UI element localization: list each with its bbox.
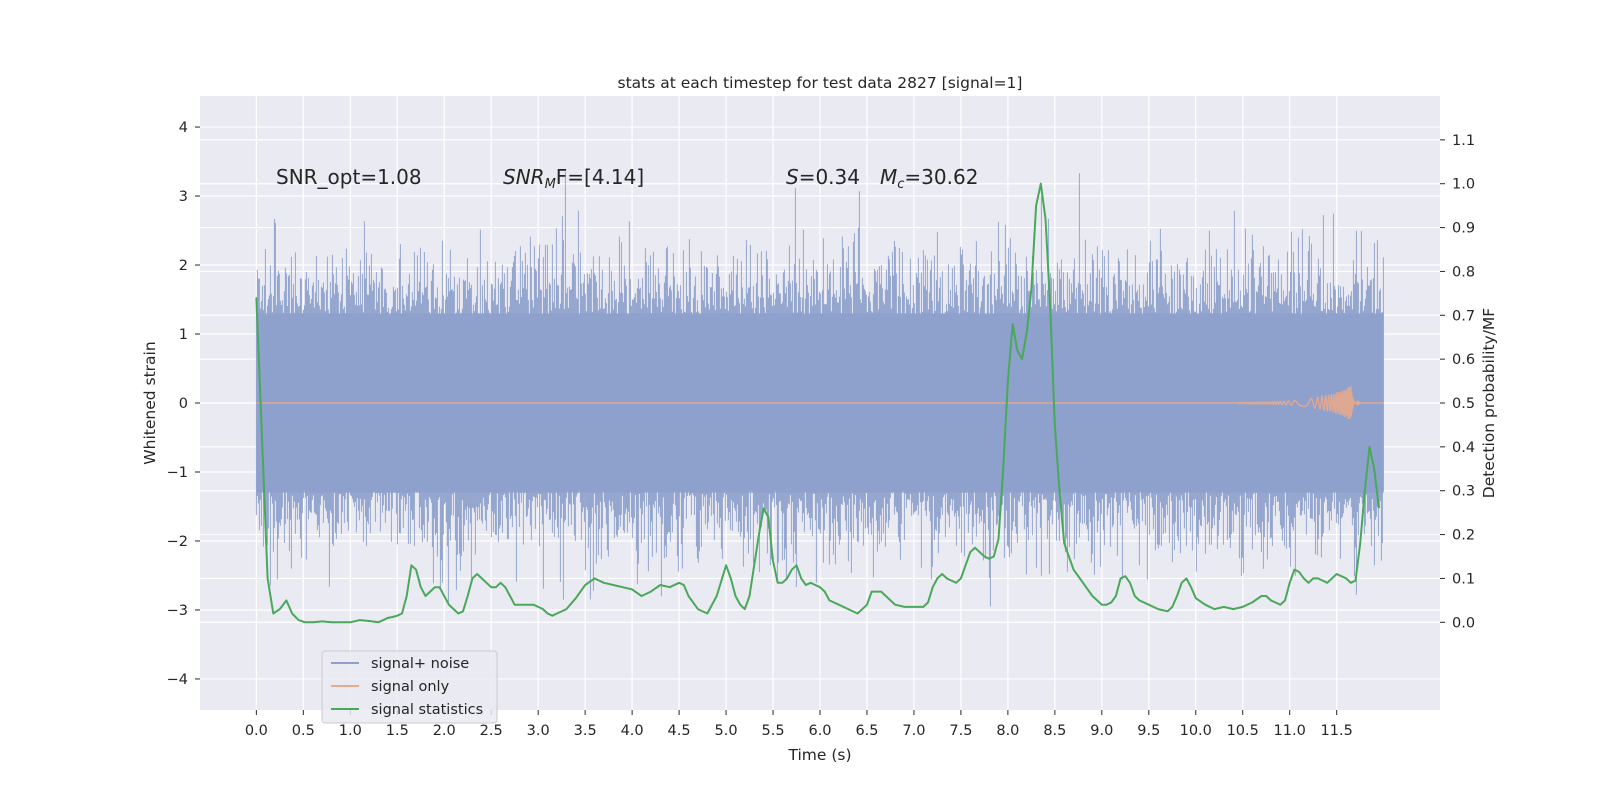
y-right-tick-label: 0.5 <box>1452 396 1475 412</box>
legend: signal+ noise signal only signal statist… <box>321 650 498 724</box>
x-tick-label: 0.5 <box>292 723 315 739</box>
annotation-mc: Mc=30.62 <box>880 165 978 192</box>
x-tick-label: 8.5 <box>1043 723 1066 739</box>
x-tick-label: 11.0 <box>1274 723 1306 739</box>
y-left-tick-label: 0 <box>179 396 188 412</box>
annotation-mc-sub: c <box>897 177 904 192</box>
legend-label-signal-only: signal only <box>371 679 450 695</box>
y-right-tick-label: 0.0 <box>1452 615 1475 631</box>
signal-only-line <box>256 384 1384 419</box>
y-left-tick-label: 4 <box>179 120 188 136</box>
y-left-tick-label: −4 <box>167 672 188 688</box>
y-left-tick-label: 2 <box>179 258 188 274</box>
x-tick-label: 1.0 <box>339 723 362 739</box>
annotation-snr-mf-main: SNR <box>503 165 545 189</box>
annotation-s: S=0.34 <box>786 165 860 189</box>
annotation-snr-mf: SNRMF=[4.14] <box>503 165 644 192</box>
x-tick-label: 5.5 <box>761 723 784 739</box>
y-right-tick-label: 0.2 <box>1452 528 1475 544</box>
x-axis-label: Time (s) <box>787 746 851 764</box>
y-axis-label-right: Detection probability/MF <box>1480 308 1498 499</box>
x-tick-label: 5.0 <box>715 723 738 739</box>
x-tick-label: 6.0 <box>808 723 831 739</box>
x-tick-label: 7.0 <box>902 723 925 739</box>
x-tick-label: 10.5 <box>1227 723 1259 739</box>
y-right-tick-label: 0.8 <box>1452 264 1475 280</box>
legend-label-signal-statistics: signal statistics <box>371 702 483 718</box>
legend-label-signal-noise: signal+ noise <box>371 656 469 672</box>
y-right-tick-label: 1.1 <box>1452 133 1475 149</box>
x-tick-label: 2.0 <box>433 723 456 739</box>
y-left-tick-label: 3 <box>179 189 188 205</box>
x-tick-label: 9.0 <box>1090 723 1113 739</box>
annotation-s-main: S <box>786 165 799 189</box>
x-tick-label: 2.5 <box>480 723 503 739</box>
x-tick-label: 8.0 <box>996 723 1019 739</box>
series-signal-statistics <box>255 182 1380 624</box>
annotation-snr-mf-rest: F=[4.14] <box>556 165 644 189</box>
annotation-s-rest: =0.34 <box>799 165 860 189</box>
y-right-tick-label: 0.4 <box>1452 440 1475 456</box>
noise-trace <box>255 171 1384 607</box>
axis-ticks: 0.0 0.5 1.0 1.5 2.0 2.5 3.0 3.5 4.0 4.5 5.0 5.5 6.0 6… <box>167 120 1475 739</box>
y-axis-label-left: Whitened strain <box>141 341 159 464</box>
x-tick-label: 0.0 <box>245 723 268 739</box>
chart-title: stats at each timestep for test data 282… <box>618 74 1023 92</box>
y-right-tick-label: 0.6 <box>1452 352 1475 368</box>
y-left-tick-label: −3 <box>167 603 188 619</box>
y-left-tick-label: −2 <box>167 534 188 550</box>
x-tick-label: 3.0 <box>527 723 550 739</box>
x-tick-label: 1.5 <box>386 723 409 739</box>
series-signal-only <box>256 384 1384 419</box>
y-right-tick-label: 1.0 <box>1452 177 1475 193</box>
y-left-tick-label: 1 <box>179 327 188 343</box>
annotation-mc-main: M <box>880 165 897 189</box>
x-tick-label: 7.5 <box>949 723 972 739</box>
x-tick-label: 9.5 <box>1137 723 1160 739</box>
x-tick-label: 11.5 <box>1321 723 1353 739</box>
y-right-tick-label: 0.9 <box>1452 221 1475 237</box>
annotation-mc-rest: =30.62 <box>904 165 978 189</box>
x-tick-label: 3.5 <box>574 723 597 739</box>
y-right-tick-label: 0.1 <box>1452 571 1475 587</box>
x-tick-label: 4.5 <box>668 723 691 739</box>
x-tick-label: 4.0 <box>621 723 644 739</box>
annotation-snr-mf-sub: M <box>545 177 556 192</box>
legend-box <box>321 650 498 724</box>
annotation-snr-opt: SNR_opt=1.08 <box>276 165 422 189</box>
x-tick-label: 6.5 <box>855 723 878 739</box>
y-left-tick-label: −1 <box>167 465 188 481</box>
signal-statistics-line <box>255 182 1380 624</box>
x-tick-label: 10.0 <box>1180 723 1212 739</box>
y-right-tick-label: 0.7 <box>1452 308 1475 324</box>
y-right-tick-label: 0.3 <box>1452 484 1475 500</box>
